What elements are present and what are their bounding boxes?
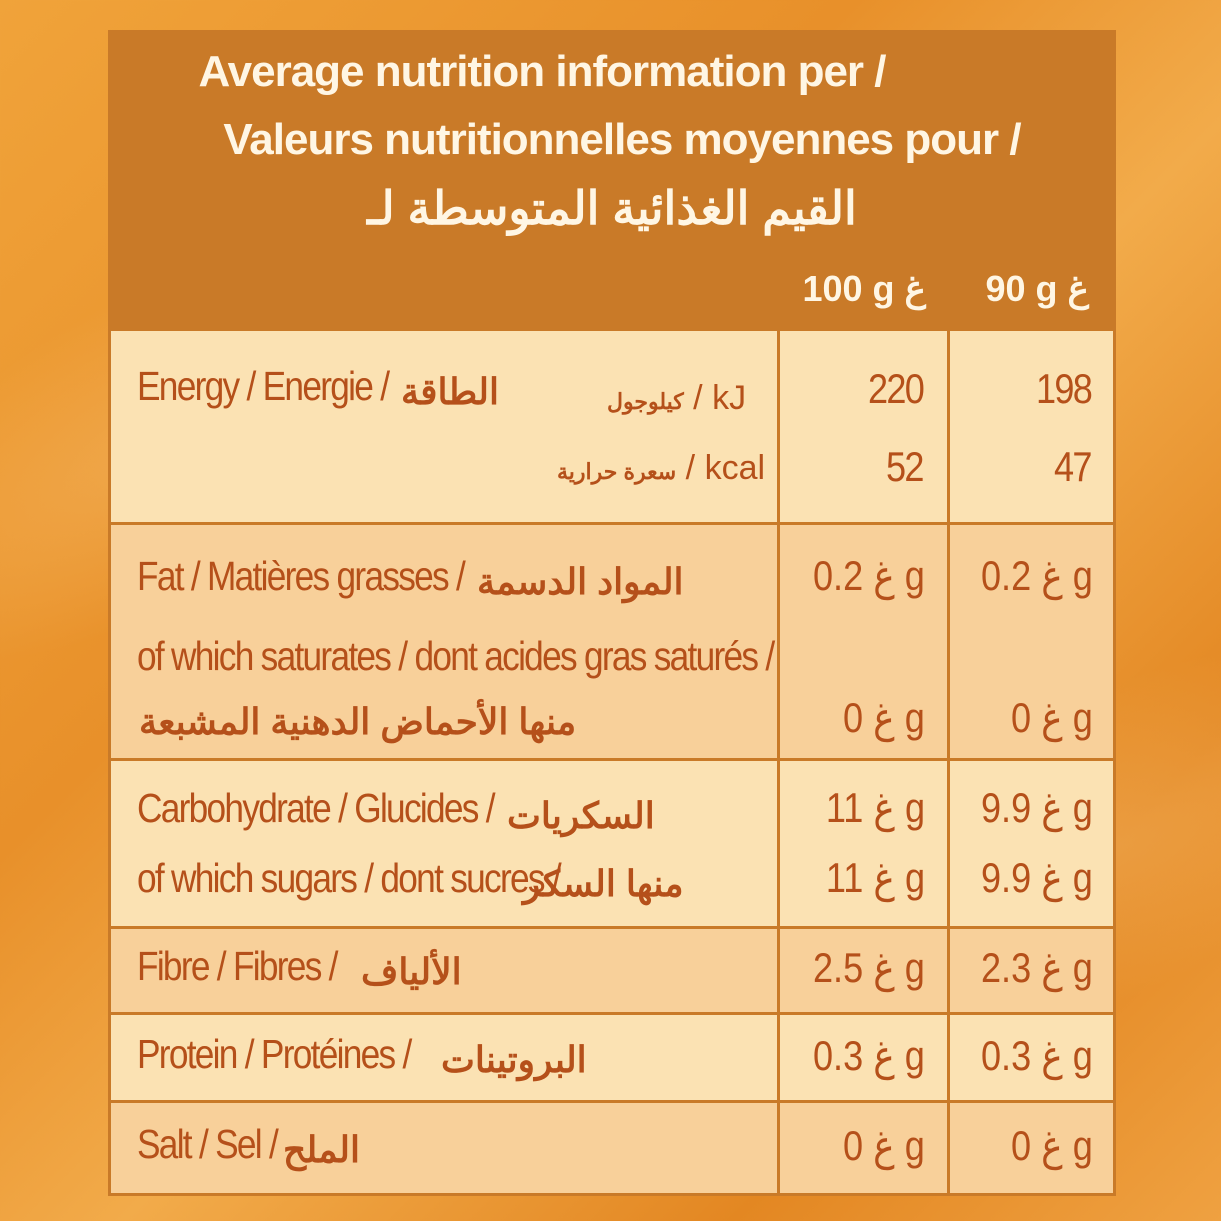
kcal-unit-arabic: سعرة حرارية	[557, 459, 677, 484]
carbohydrate-90g: غ 9.9 g	[980, 784, 1093, 831]
fibre-label-arabic: الألياف	[361, 951, 462, 992]
energy-kcal-100g: 52	[886, 443, 924, 490]
column-divider-right	[947, 328, 950, 1193]
column-divider-left	[777, 328, 780, 1193]
energy-kj-100g: 220	[867, 365, 925, 412]
table-header: Average nutrition information per / Vale…	[111, 33, 1113, 328]
salt-label: Salt / Sel /	[137, 1121, 279, 1167]
carbohydrate-label-arabic: السكريات	[507, 795, 655, 836]
energy-row: Energy / Energie / الطاقة كيلوجول / kJ س…	[111, 328, 1113, 522]
saturates-100g: غ 0 g	[842, 694, 925, 741]
carbohydrate-row: Carbohydrate / Glucides / السكريات of wh…	[111, 758, 1113, 926]
protein-row: Protein / Protéines / البروتينات غ 0.3 g…	[111, 1012, 1113, 1100]
fat-label-arabic: المواد الدسمة	[477, 561, 684, 602]
header-title-english: Average nutrition information per /	[198, 47, 887, 96]
carbohydrate-label: Carbohydrate / Glucides /	[137, 785, 496, 831]
kcal-unit-label: / kcal	[685, 449, 766, 487]
fat-row: Fat / Matières grasses / المواد الدسمة o…	[111, 522, 1113, 758]
salt-label-arabic: الملح	[283, 1129, 360, 1170]
kj-unit-arabic: كيلوجول	[607, 389, 684, 414]
fat-100g: غ 0.2 g	[812, 552, 925, 599]
fat-label: Fat / Matières grasses /	[137, 553, 466, 599]
saturates-label-arabic: منها الأحماض الدهنية المشبعة	[139, 701, 577, 742]
saturates-label: of which saturates / dont acides gras sa…	[137, 633, 775, 679]
kcal-unit: سعرة حرارية / kcal	[557, 449, 765, 488]
energy-label: Energy / Energie /	[137, 363, 390, 409]
saturates-90g: غ 0 g	[1010, 694, 1093, 741]
protein-90g: غ 0.3 g	[980, 1032, 1093, 1079]
fibre-90g: غ 2.3 g	[980, 944, 1093, 991]
protein-100g: غ 0.3 g	[812, 1032, 925, 1079]
sugars-90g: غ 9.9 g	[980, 854, 1093, 901]
energy-label-arabic: الطاقة	[401, 371, 499, 412]
carbohydrate-100g: غ 11 g	[825, 784, 924, 831]
salt-row: Salt / Sel / الملح غ 0 g غ 0 g	[111, 1100, 1113, 1193]
header-title-french: Valeurs nutritionnelles moyennes pour /	[223, 115, 1021, 164]
salt-100g: غ 0 g	[842, 1122, 925, 1169]
header-title-arabic: القيم الغذائية المتوسطة لـ	[367, 182, 858, 234]
protein-label-arabic: البروتينات	[441, 1039, 587, 1080]
column-header-100g: 100 g غ	[802, 268, 926, 309]
kj-unit: كيلوجول / kJ	[607, 379, 746, 418]
fibre-100g: غ 2.5 g	[812, 944, 925, 991]
nutrition-table: Average nutrition information per / Vale…	[108, 30, 1116, 1196]
energy-kcal-90g: 47	[1054, 443, 1092, 490]
fibre-row: Fibre / Fibres / الألياف غ 2.5 g غ 2.3 g	[111, 926, 1113, 1012]
fat-90g: غ 0.2 g	[980, 552, 1093, 599]
protein-label: Protein / Protéines /	[137, 1031, 412, 1077]
sugars-label-arabic: منها السكر	[523, 863, 684, 904]
energy-kj-90g: 198	[1035, 365, 1093, 412]
kj-unit-label: / kJ	[693, 379, 747, 417]
column-header-90g: 90 g غ	[985, 268, 1089, 309]
sugars-100g: غ 11 g	[825, 854, 924, 901]
sugars-label: of which sugars / dont sucres /	[137, 855, 562, 901]
salt-90g: غ 0 g	[1010, 1122, 1093, 1169]
fibre-label: Fibre / Fibres /	[137, 943, 338, 989]
